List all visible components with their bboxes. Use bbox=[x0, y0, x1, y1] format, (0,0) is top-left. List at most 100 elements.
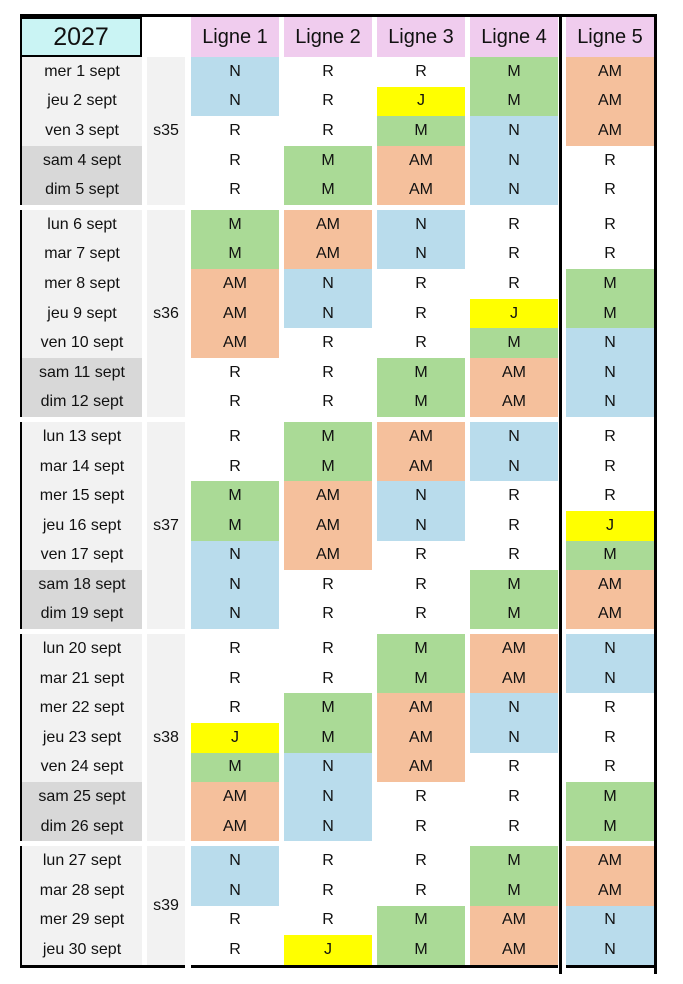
shift-cell: N bbox=[191, 86, 279, 117]
date-cell: mer 1 sept bbox=[20, 57, 142, 87]
shift-cell: N bbox=[377, 481, 465, 511]
shift-cell: R bbox=[604, 427, 616, 445]
shift-cell: R bbox=[508, 274, 520, 292]
date-cell: sam 18 sept bbox=[20, 570, 142, 600]
shift-cell: AM bbox=[284, 540, 372, 571]
shift-cell: AM bbox=[377, 175, 465, 205]
column-header-ligne-5: Ligne 5 bbox=[566, 17, 654, 57]
shift-cell: N bbox=[284, 811, 372, 842]
shift-cell: N bbox=[566, 357, 654, 388]
shift-cell: AM bbox=[377, 723, 465, 753]
shift-cell: AM bbox=[470, 357, 558, 388]
shift-cell: M bbox=[377, 634, 465, 664]
week-block: s35 mer 1 sept N R R M AM jeu 2 sept N R J M AM ven 3… bbox=[20, 57, 657, 205]
shift-cell: AM bbox=[470, 634, 558, 664]
shift-cell: R bbox=[415, 575, 427, 593]
shift-cell: M bbox=[377, 935, 465, 965]
shift-cell: R bbox=[604, 699, 616, 717]
shift-cell: R bbox=[415, 605, 427, 623]
shift-cell: N bbox=[284, 298, 372, 329]
shift-cell: R bbox=[322, 363, 334, 381]
shift-cell: J bbox=[191, 723, 279, 753]
shift-cell: AM bbox=[470, 387, 558, 418]
shift-cell: N bbox=[191, 570, 279, 600]
shift-cell: R bbox=[604, 487, 616, 505]
shift-cell: R bbox=[229, 911, 241, 929]
date-cell: ven 10 sept bbox=[20, 328, 142, 358]
year-cell: 2027 bbox=[20, 17, 142, 57]
ligne5-left-border bbox=[559, 14, 562, 974]
shift-cell: M bbox=[377, 116, 465, 146]
shift-cell: M bbox=[377, 357, 465, 388]
shift-cell: R bbox=[229, 941, 241, 959]
shift-cell: R bbox=[415, 852, 427, 870]
date-cell: mar 14 sept bbox=[20, 451, 142, 482]
shift-cell: R bbox=[415, 881, 427, 899]
shift-cell: R bbox=[322, 605, 334, 623]
shift-cell: R bbox=[229, 121, 241, 139]
shift-cell: R bbox=[508, 817, 520, 835]
shift-cell: M bbox=[470, 846, 558, 877]
shift-cell: R bbox=[322, 881, 334, 899]
shift-cell: M bbox=[284, 145, 372, 176]
shift-cell: N bbox=[470, 145, 558, 176]
date-cell: dim 19 sept bbox=[20, 599, 142, 630]
shift-cell: R bbox=[508, 788, 520, 806]
shift-cell: N bbox=[470, 451, 558, 482]
date-cell: sam 25 sept bbox=[20, 782, 142, 812]
shift-cell: M bbox=[284, 422, 372, 452]
shift-cell: M bbox=[284, 175, 372, 205]
shift-cell: R bbox=[415, 334, 427, 352]
date-cell: jeu 2 sept bbox=[20, 86, 142, 117]
shift-cell: R bbox=[229, 181, 241, 199]
shift-cell: J bbox=[566, 510, 654, 541]
shift-cell: AM bbox=[566, 599, 654, 630]
shift-cell: R bbox=[604, 181, 616, 199]
week-number: s35 bbox=[147, 57, 185, 205]
date-cell: ven 17 sept bbox=[20, 540, 142, 571]
shift-cell: AM bbox=[191, 811, 279, 842]
shift-cell: J bbox=[377, 86, 465, 117]
column-header-ligne-4: Ligne 4 bbox=[470, 17, 558, 57]
shift-cell: AM bbox=[377, 752, 465, 783]
shift-cell: AM bbox=[284, 481, 372, 511]
shift-cell: N bbox=[566, 935, 654, 965]
shift-cell: R bbox=[415, 546, 427, 564]
shift-cell: R bbox=[322, 669, 334, 687]
shift-cell: R bbox=[415, 788, 427, 806]
shift-cell: M bbox=[191, 752, 279, 783]
shift-cell: R bbox=[229, 669, 241, 687]
date-cell: lun 13 sept bbox=[20, 422, 142, 452]
date-cell: mer 15 sept bbox=[20, 481, 142, 511]
shift-cell: R bbox=[322, 92, 334, 110]
shift-cell: R bbox=[508, 516, 520, 534]
shift-cell: N bbox=[566, 634, 654, 664]
shift-cell: N bbox=[566, 905, 654, 936]
shift-cell: M bbox=[377, 387, 465, 418]
shift-cell: AM bbox=[566, 116, 654, 146]
shift-cell: R bbox=[322, 911, 334, 929]
shift-cell: M bbox=[377, 663, 465, 694]
shift-cell: N bbox=[566, 663, 654, 694]
shift-cell: N bbox=[191, 57, 279, 87]
bottom-border-dates bbox=[20, 965, 185, 968]
shift-cell: AM bbox=[377, 693, 465, 724]
shift-cell: M bbox=[566, 540, 654, 571]
table-body: s35 mer 1 sept N R R M AM jeu 2 sept N R J M AM ven 3… bbox=[20, 57, 657, 965]
week-number: s39 bbox=[147, 846, 185, 965]
shift-cell: M bbox=[470, 86, 558, 117]
shift-cell: R bbox=[508, 215, 520, 233]
shift-cell: R bbox=[415, 817, 427, 835]
shift-cell: AM bbox=[566, 570, 654, 600]
shift-cell: R bbox=[415, 274, 427, 292]
shift-cell: M bbox=[566, 298, 654, 329]
shift-cell: M bbox=[377, 905, 465, 936]
shift-cell: AM bbox=[191, 328, 279, 358]
date-cell: ven 24 sept bbox=[20, 752, 142, 783]
shift-cell: R bbox=[508, 546, 520, 564]
column-header-ligne-2: Ligne 2 bbox=[284, 17, 372, 57]
shift-cell: AM bbox=[284, 239, 372, 270]
shift-cell: R bbox=[604, 245, 616, 263]
